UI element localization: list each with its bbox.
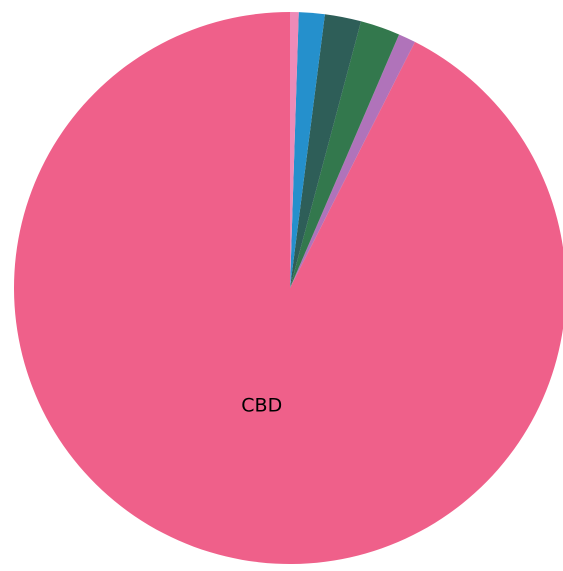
pie-slices — [14, 12, 563, 564]
pie-slice-label: CBD — [241, 395, 282, 417]
pie-slice-2 — [290, 21, 400, 288]
pie-slice-5 — [290, 12, 299, 288]
pie-slice-1 — [290, 34, 415, 288]
pie-labels: CBD — [241, 395, 282, 417]
pie-slice-cbd — [14, 12, 563, 564]
pie-slice-4 — [290, 12, 325, 289]
pie-slice-3 — [290, 14, 362, 289]
